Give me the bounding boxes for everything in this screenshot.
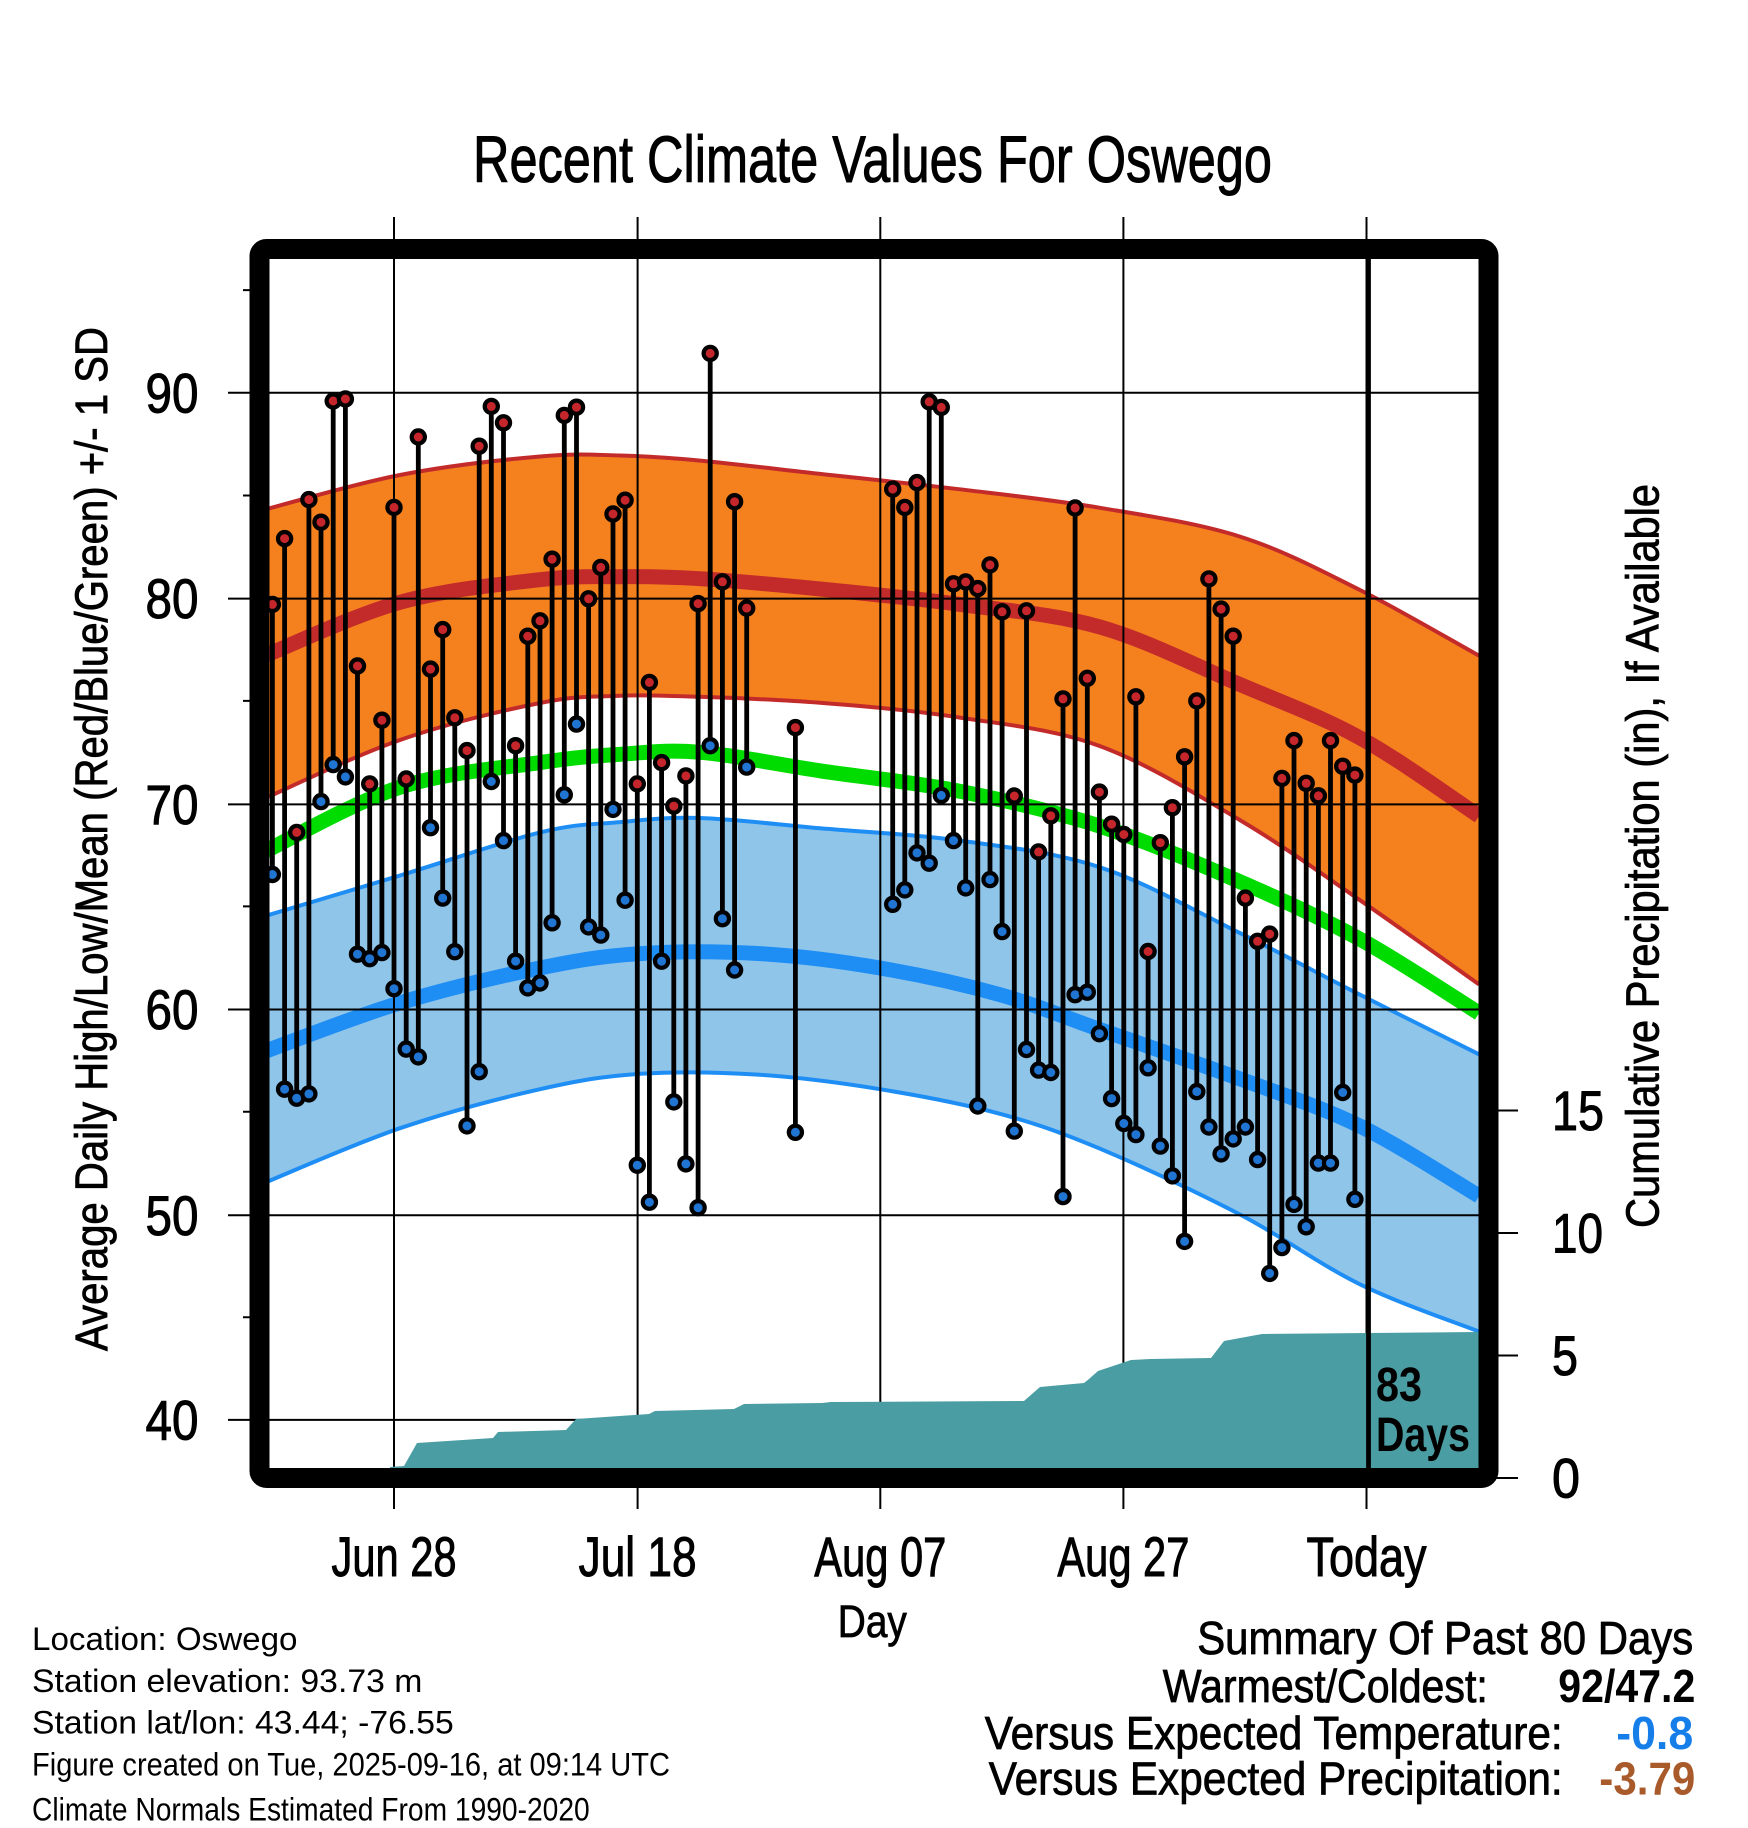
svg-text:Versus Expected Temperature:: Versus Expected Temperature: (985, 1707, 1563, 1759)
svg-text:Jun 28: Jun 28 (332, 1525, 457, 1588)
svg-text:Aug 27: Aug 27 (1057, 1525, 1189, 1588)
svg-text:92/47.2: 92/47.2 (1558, 1660, 1695, 1712)
svg-text:90: 90 (146, 361, 199, 424)
svg-text:83: 83 (1376, 1359, 1422, 1412)
svg-text:Aug 07: Aug 07 (814, 1525, 946, 1588)
svg-text:50: 50 (146, 1184, 199, 1247)
svg-text:15: 15 (1552, 1079, 1604, 1142)
svg-text:5: 5 (1552, 1324, 1578, 1387)
svg-text:Day: Day (838, 1596, 907, 1647)
svg-text:Location: Oswego: Location: Oswego (32, 1621, 298, 1657)
svg-text:Average Daily High/Low/Mean (R: Average Daily High/Low/Mean (Red/Blue/Gr… (66, 327, 117, 1351)
svg-text:Today: Today (1307, 1525, 1427, 1588)
svg-text:70: 70 (146, 773, 199, 836)
svg-text:80: 80 (146, 567, 199, 630)
svg-text:Cumulative Precipitation (in),: Cumulative Precipitation (in), If Availa… (1617, 484, 1669, 1228)
svg-text:Figure created on Tue, 2025-09: Figure created on Tue, 2025-09-16, at 09… (32, 1747, 670, 1783)
svg-text:-0.8: -0.8 (1616, 1707, 1693, 1759)
svg-text:Summary Of Past 80 Days: Summary Of Past 80 Days (1197, 1612, 1693, 1664)
svg-text:10: 10 (1552, 1202, 1603, 1265)
svg-text:Climate Normals Estimated From: Climate Normals Estimated From 1990-2020 (32, 1792, 590, 1828)
svg-text:40: 40 (146, 1389, 199, 1452)
svg-text:-3.79: -3.79 (1599, 1753, 1695, 1805)
svg-text:60: 60 (146, 978, 199, 1041)
svg-text:Jul 18: Jul 18 (579, 1525, 697, 1588)
svg-text:Recent Climate Values For Oswe: Recent Climate Values For Oswego (473, 122, 1272, 196)
svg-text:0: 0 (1552, 1447, 1580, 1510)
svg-text:Days: Days (1376, 1409, 1470, 1462)
svg-text:Warmest/Coldest:: Warmest/Coldest: (1163, 1660, 1488, 1712)
svg-text:Station elevation: 93.73 m: Station elevation: 93.73 m (32, 1663, 422, 1699)
svg-text:Station lat/lon: 43.44; -76.55: Station lat/lon: 43.44; -76.55 (32, 1705, 454, 1741)
svg-text:Versus Expected Precipitation:: Versus Expected Precipitation: (989, 1753, 1563, 1805)
